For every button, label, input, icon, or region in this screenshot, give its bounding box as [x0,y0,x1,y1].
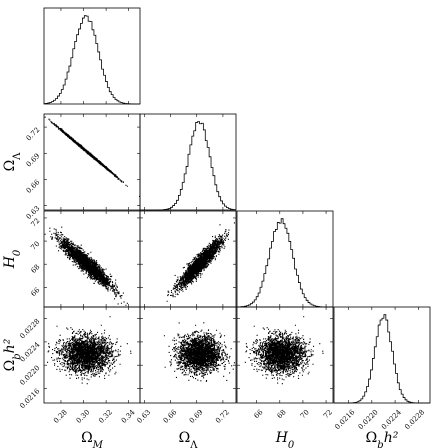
y-tick-label: 68 [29,263,41,275]
scatter-points-om-obh2 [47,316,132,385]
scatter-points-h0-obh2 [244,316,324,385]
x-tick-label: 70 [299,408,311,420]
scatter-points-om-h0 [44,226,128,306]
panel-frame [333,306,431,404]
x-tick-label: 68 [276,408,288,420]
y-tick-label: 72 [29,217,41,229]
scatter-markers [166,222,235,302]
panel-frame [139,113,237,211]
scatter-markers [47,316,132,385]
axis-label-h0: H0 [2,249,23,269]
axis-label-h0: H0 [275,430,295,448]
scatter-points-ol-obh2 [163,322,235,382]
scatter-panel-h0-obh2 [236,306,334,404]
histogram-h0 [236,218,334,308]
axis-label-obh2: Ωbh² [366,430,399,448]
panel-frame [43,7,141,105]
scatter-markers [44,226,128,306]
axis-label-om: ΩM [81,430,104,448]
axis-label-obh2: Ωbh² [2,338,23,371]
scatter-points-om-ol [44,116,141,197]
axis-label-ol: ΩΛ [2,152,23,172]
scatter-markers [244,316,324,385]
histogram-om [43,15,141,105]
y-tick-label: 70 [29,240,41,252]
marginal-panel-obh2 [333,306,431,404]
scatter-markers [163,322,235,382]
marginal-panel-ol [139,113,237,211]
x-tick-label: 72 [322,408,334,420]
scatter-markers [44,116,141,197]
panel-frame [236,306,334,404]
marginal-panel-om [43,7,141,105]
axis-label-ol: ΩΛ [179,430,199,448]
scatter-points-ol-h0 [166,222,235,302]
panel-frame [139,306,237,404]
scatter-panel-ol-obh2 [139,306,237,404]
